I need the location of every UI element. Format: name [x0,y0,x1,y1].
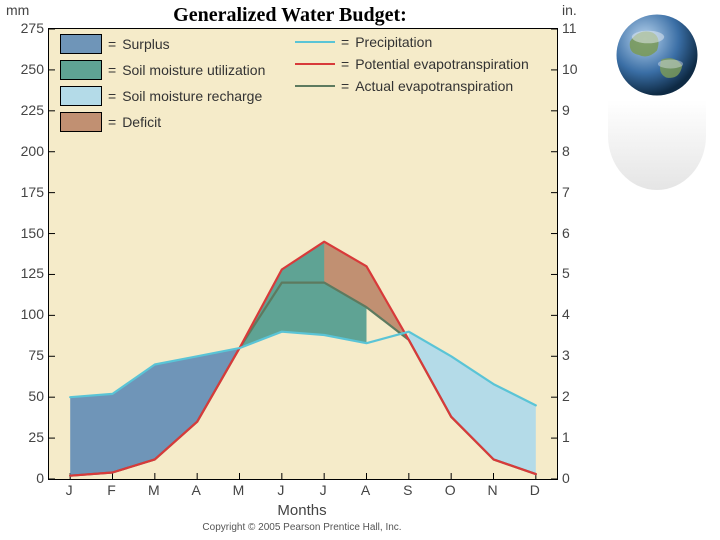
xtick: N [483,482,503,498]
ytick-left: 75 [4,347,44,363]
ytick-right: 2 [562,388,570,404]
swatch-surplus [60,34,102,54]
legend-surplus: = Surplus [60,34,280,54]
legend-label: Soil moisture recharge [122,88,262,104]
xtick: J [59,482,79,498]
swatch-deficit [60,112,102,132]
ytick-right: 8 [562,143,570,159]
ytick-right: 11 [562,20,577,36]
ytick-left: 50 [4,388,44,404]
legend-label: Potential evapotranspiration [355,56,529,72]
ytick-left: 250 [4,61,44,77]
xtick: A [356,482,376,498]
xtick: S [398,482,418,498]
ytick-right: 9 [562,102,570,118]
legend-pet: = Potential evapotranspiration [295,56,545,72]
ytick-left: 0 [4,470,44,486]
y-unit-right: in. [562,2,577,18]
legend-precip: = Precipitation [295,34,545,50]
swatch-util [60,60,102,80]
x-axis-label: Months [48,502,556,519]
ytick-left: 150 [4,225,44,241]
xtick: M [144,482,164,498]
xtick: D [525,482,545,498]
xtick: A [186,482,206,498]
swatch-recharge [60,86,102,106]
legend-label: Deficit [122,114,161,130]
ytick-right: 3 [562,347,570,363]
ytick-left: 200 [4,143,44,159]
legend-util: = Soil moisture utilization [60,60,280,80]
ytick-right: 1 [562,429,570,445]
ytick-right: 7 [562,184,570,200]
ytick-left: 125 [4,265,44,281]
swatch-pet [295,59,335,69]
copyright-text: Copyright © 2005 Pearson Prentice Hall, … [48,522,556,533]
ytick-left: 225 [4,102,44,118]
ytick-left: 175 [4,184,44,200]
ytick-right: 0 [562,470,570,486]
legend-aet: = Actual evapotranspiration [295,78,545,94]
globe-icon [612,10,702,100]
legend-recharge: = Soil moisture recharge [60,86,280,106]
swatch-precip [295,37,335,47]
globe-reflection [608,100,706,190]
ytick-left: 100 [4,306,44,322]
ytick-left: 275 [4,20,44,36]
legend-deficit: = Deficit [60,112,280,132]
xtick: M [229,482,249,498]
legend-label: Actual evapotranspiration [355,78,513,94]
xtick: J [313,482,333,498]
legend-label: Soil moisture utilization [122,62,265,78]
ytick-right: 6 [562,225,570,241]
ytick-right: 4 [562,306,570,322]
y-unit-left: mm [6,2,29,18]
ytick-right: 5 [562,265,570,281]
xtick: J [271,482,291,498]
ytick-left: 25 [4,429,44,445]
xtick: O [440,482,460,498]
swatch-aet [295,81,335,91]
legend-label: Precipitation [355,34,432,50]
ytick-right: 10 [562,61,578,77]
xtick: F [102,482,122,498]
page-title: Generalized Water Budget: [0,4,580,27]
legend-label: Surplus [122,36,169,52]
